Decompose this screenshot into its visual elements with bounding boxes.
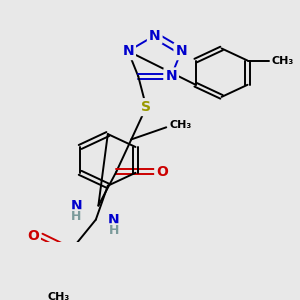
Text: H: H <box>71 210 82 224</box>
Text: CH₃: CH₃ <box>272 56 294 66</box>
Text: N: N <box>70 199 82 213</box>
Text: CH₃: CH₃ <box>169 120 191 130</box>
Text: O: O <box>27 229 39 243</box>
Text: S: S <box>141 100 151 114</box>
Text: N: N <box>165 69 177 83</box>
Text: O: O <box>156 165 168 179</box>
Text: N: N <box>149 28 161 43</box>
Text: CH₃: CH₃ <box>48 292 70 300</box>
Text: N: N <box>108 213 120 226</box>
Text: N: N <box>176 44 187 58</box>
Text: N: N <box>122 44 134 58</box>
Text: H: H <box>109 224 119 238</box>
